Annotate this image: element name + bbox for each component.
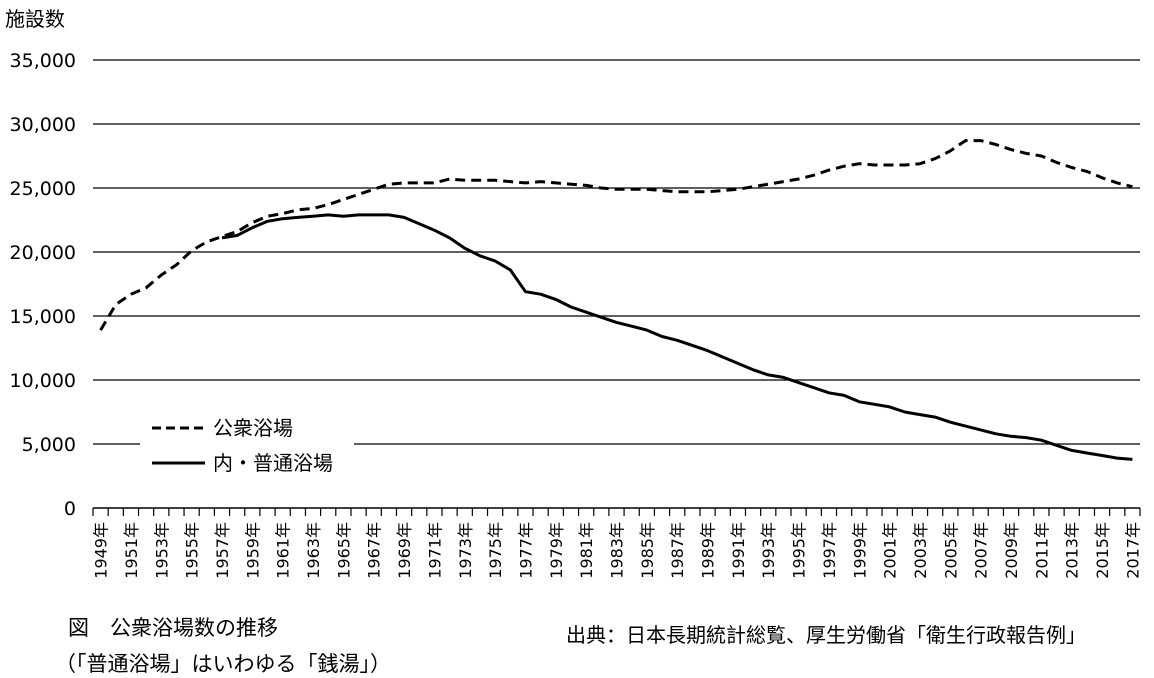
y-axis-label: 施設数 bbox=[5, 7, 65, 31]
x-tick-label: 1989年 bbox=[699, 522, 718, 579]
x-tick-label: 2001年 bbox=[881, 522, 900, 579]
x-tick-label: 1975年 bbox=[486, 522, 505, 579]
series-lines bbox=[99, 139, 1133, 461]
y-tick-label: 10,000 bbox=[10, 370, 76, 392]
source-note: 出典：日本長期統計総覧、厚生労働省「衛生行政報告例」 bbox=[566, 623, 1086, 647]
y-tick-label: 5,000 bbox=[22, 434, 76, 456]
x-axis bbox=[92, 508, 1141, 516]
y-tick-labels: 0 5,000 10,000 15,000 20,000 25,000 30,000 35,0… bbox=[10, 50, 76, 520]
x-tick-label: 1957年 bbox=[213, 522, 232, 579]
x-tick-label: 1991年 bbox=[729, 522, 748, 579]
x-tick-label: 2015年 bbox=[1093, 522, 1112, 579]
x-tick-label: 1981年 bbox=[577, 522, 596, 579]
x-tick-label: 2011年 bbox=[1032, 522, 1051, 579]
y-tick-label: 0 bbox=[64, 498, 76, 520]
legend-label-ordinary-bath: 内・普通浴場 bbox=[213, 451, 333, 475]
legend-background bbox=[140, 410, 354, 478]
y-tick-label: 15,000 bbox=[10, 306, 76, 328]
chart: 0 5,000 10,000 15,000 20,000 25,000 30,000 35,0… bbox=[5, 7, 1143, 579]
x-tick-label: 1967年 bbox=[365, 522, 384, 579]
x-tick-label: 1963年 bbox=[304, 522, 323, 579]
x-tick-label: 2007年 bbox=[972, 522, 991, 579]
x-tick-label: 1959年 bbox=[243, 522, 262, 579]
legend: 公衆浴場 内・普通浴場 bbox=[140, 410, 354, 478]
x-tick-label: 1979年 bbox=[547, 522, 566, 579]
caption-subtitle: （「普通浴場」はいわゆる「銭湯」） bbox=[55, 652, 391, 676]
x-tick-label: 1953年 bbox=[152, 522, 171, 579]
series-line-public-bath bbox=[99, 139, 1133, 331]
x-tick-label: 1973年 bbox=[456, 522, 475, 579]
x-tick-label: 1961年 bbox=[274, 522, 293, 579]
caption-title: 図 公衆浴場数の推移 bbox=[68, 616, 278, 640]
x-tick-label: 2013年 bbox=[1063, 522, 1082, 579]
x-tick-label: 1955年 bbox=[183, 522, 202, 579]
x-tick-label: 1971年 bbox=[425, 522, 444, 579]
y-tick-label: 25,000 bbox=[10, 178, 76, 200]
x-tick-label: 2003年 bbox=[911, 522, 930, 579]
x-tick-label: 2005年 bbox=[941, 522, 960, 579]
y-tick-label: 20,000 bbox=[10, 242, 76, 264]
x-tick-label: 1969年 bbox=[395, 522, 414, 579]
x-tick-label: 1983年 bbox=[608, 522, 627, 579]
x-tick-label: 1995年 bbox=[790, 522, 809, 579]
x-tick-label: 1997年 bbox=[820, 522, 839, 579]
y-tick-label: 35,000 bbox=[10, 50, 76, 72]
x-tick-label: 2009年 bbox=[1002, 522, 1021, 579]
x-tick-label: 1951年 bbox=[122, 522, 141, 579]
x-tick-label: 2017年 bbox=[1123, 522, 1142, 579]
x-tick-labels: 1949年 1951年 1953年 1955年 1957年 1959年 1961年 1963年… bbox=[92, 522, 1143, 579]
x-tick-label: 1949年 bbox=[92, 522, 111, 579]
series-line-ordinary-bath bbox=[221, 213, 1133, 461]
x-tick-label: 1965年 bbox=[334, 522, 353, 579]
x-tick-label: 1999年 bbox=[850, 522, 869, 579]
x-tick-label: 1985年 bbox=[638, 522, 657, 579]
x-tick-label: 1993年 bbox=[759, 522, 778, 579]
x-tick-label: 1987年 bbox=[668, 522, 687, 579]
legend-label-public-bath: 公衆浴場 bbox=[213, 416, 293, 440]
y-tick-label: 30,000 bbox=[10, 114, 76, 136]
x-tick-label: 1977年 bbox=[516, 522, 535, 579]
